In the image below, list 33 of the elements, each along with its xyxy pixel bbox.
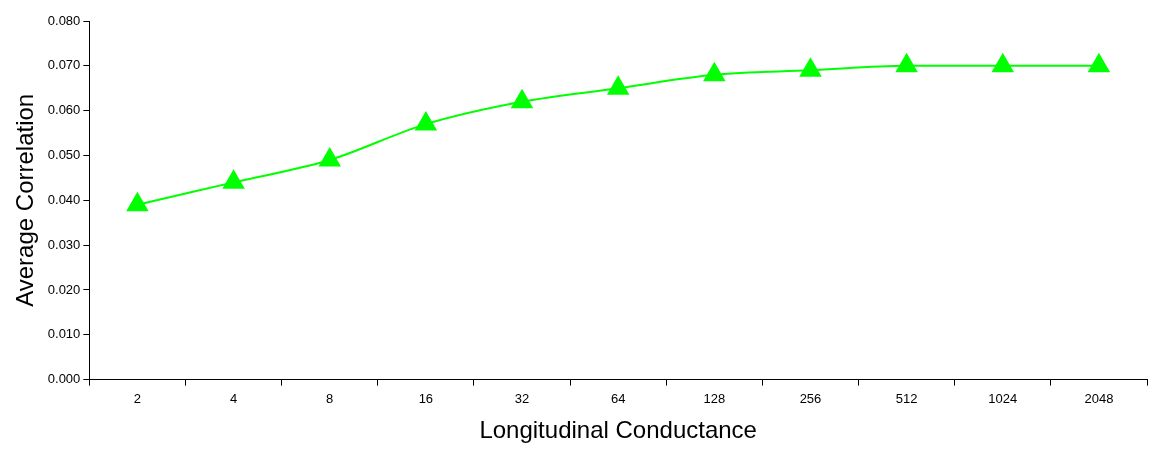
x-tick-label: 4 — [229, 390, 238, 406]
point — [991, 52, 1015, 73]
x-tick-label: 2 — [133, 390, 142, 406]
x-tick-label: 64 — [610, 390, 626, 406]
y-tick-label: 0.050 — [47, 147, 81, 163]
x-tick-label: 1024 — [988, 390, 1018, 406]
x-tick-label: 2048 — [1084, 390, 1114, 406]
x-tick-label: 128 — [703, 390, 726, 406]
point — [222, 169, 245, 189]
x-axis-title: Longitudinal Conductance — [479, 416, 757, 444]
y-tick-label: 0.080 — [47, 12, 81, 28]
point — [318, 146, 341, 167]
x-tick-label: 512 — [895, 390, 918, 406]
y-axis-title: Average Correlation — [11, 93, 39, 307]
y-tick-label: 0.010 — [47, 326, 81, 342]
x-tick-label: 256 — [799, 390, 822, 406]
y-tick-label: 0.000 — [47, 371, 81, 387]
y-tick-label: 0.060 — [47, 102, 81, 118]
y-tick-label: 0.030 — [47, 236, 81, 252]
point — [510, 88, 534, 109]
point — [895, 52, 918, 73]
y-tick-label: 0.040 — [47, 191, 81, 207]
x-tick-label: 32 — [514, 390, 530, 406]
point — [606, 75, 630, 95]
point — [414, 111, 438, 131]
x-tick-label: 8 — [326, 390, 334, 406]
y-tick-label: 0.020 — [47, 281, 81, 297]
point — [1087, 52, 1111, 73]
point — [703, 61, 726, 82]
x-tick-label: 16 — [418, 390, 434, 406]
point — [799, 57, 822, 77]
point — [126, 191, 149, 212]
y-tick-label: 0.070 — [47, 57, 81, 73]
